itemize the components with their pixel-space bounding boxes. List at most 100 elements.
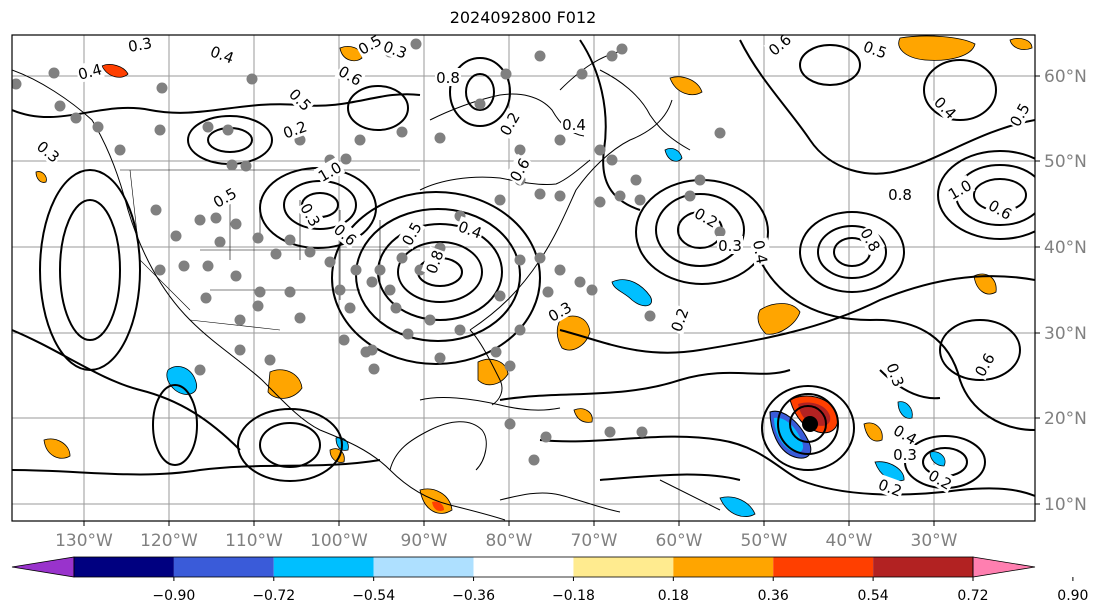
station-dot bbox=[240, 160, 252, 172]
station-dot bbox=[514, 324, 526, 336]
station-dot bbox=[534, 188, 546, 200]
colorbar-tick-label: 0.36 bbox=[758, 588, 789, 604]
station-dot bbox=[424, 314, 436, 326]
warm-anomaly-patch bbox=[1009, 38, 1033, 50]
station-dot bbox=[284, 234, 296, 246]
station-dot bbox=[360, 346, 372, 358]
cold-anomaly-patch bbox=[897, 401, 913, 419]
lon-tick-label: 30°W bbox=[911, 531, 958, 551]
station-dot bbox=[514, 254, 526, 266]
cold-anomaly-patch bbox=[719, 496, 756, 517]
lat-tick-label: 10°N bbox=[1044, 495, 1087, 515]
colorbar-tick-label: 0.54 bbox=[858, 588, 889, 604]
lat-tick-label: 20°N bbox=[1044, 409, 1087, 429]
colorbar-outline bbox=[73, 556, 974, 578]
contour-label: 0.8 bbox=[887, 185, 913, 204]
station-dot bbox=[434, 132, 446, 144]
contour-label: 0.8 bbox=[435, 68, 461, 87]
station-dot bbox=[714, 226, 726, 238]
colorbar-segment bbox=[173, 557, 274, 577]
colorbar-segment bbox=[573, 557, 674, 577]
station-dot bbox=[528, 454, 540, 466]
station-dot bbox=[604, 426, 616, 438]
lon-tick-label: 50°W bbox=[741, 531, 788, 551]
station-dot bbox=[474, 98, 486, 110]
contour-label: 0.4 bbox=[749, 237, 773, 267]
station-dot bbox=[234, 314, 246, 326]
warm-anomaly-patch bbox=[898, 35, 976, 61]
station-dot bbox=[384, 284, 396, 296]
station-dot bbox=[594, 144, 606, 156]
colorbar-tick-label: −0.18 bbox=[552, 588, 595, 604]
warm-anomaly-patch bbox=[339, 46, 363, 62]
colorbar-segment bbox=[673, 557, 774, 577]
station-dot bbox=[252, 300, 264, 312]
station-dot bbox=[396, 126, 408, 138]
station-dot bbox=[630, 174, 642, 186]
station-dot bbox=[230, 218, 242, 230]
warm-anomaly-patch bbox=[573, 408, 593, 423]
colorbar-segment bbox=[273, 557, 374, 577]
shaded-anomalies bbox=[35, 35, 1033, 517]
lon-tick-label: 100°W bbox=[310, 531, 368, 551]
station-dot bbox=[540, 431, 552, 443]
lat-tick-label: 40°N bbox=[1044, 238, 1087, 258]
svg-text:0.8: 0.8 bbox=[436, 69, 460, 87]
contour-label: 0.3 bbox=[717, 236, 743, 255]
station-dot bbox=[230, 270, 242, 282]
lon-tick-label: 130°W bbox=[55, 531, 113, 551]
map-frame bbox=[11, 34, 1036, 522]
station-dot bbox=[210, 212, 222, 224]
warm-anomaly-patch bbox=[35, 171, 47, 183]
station-dot bbox=[576, 68, 588, 80]
station-dot bbox=[344, 302, 356, 314]
warm-anomaly-patch bbox=[973, 273, 997, 295]
warm-anomaly-patch bbox=[432, 501, 444, 512]
colorbar-segment bbox=[473, 557, 574, 577]
station-dot bbox=[324, 256, 336, 268]
contour-label: 0.3 bbox=[892, 445, 918, 464]
svg-text:0.3: 0.3 bbox=[718, 237, 742, 255]
station-dot bbox=[694, 174, 706, 186]
station-dot bbox=[294, 312, 306, 324]
station-dot bbox=[684, 190, 696, 202]
station-dot bbox=[614, 190, 626, 202]
station-dot bbox=[340, 153, 352, 165]
station-dot bbox=[12, 78, 22, 90]
svg-text:0.3: 0.3 bbox=[893, 446, 917, 464]
lat-tick-label: 50°N bbox=[1044, 152, 1087, 172]
station-dot bbox=[334, 284, 346, 296]
warm-anomaly-patch bbox=[669, 76, 703, 95]
colorbar-tick-label: 0.72 bbox=[957, 588, 988, 604]
lon-tick-label: 110°W bbox=[225, 531, 283, 551]
colorbar-tick-label: −0.90 bbox=[152, 588, 195, 604]
station-dot bbox=[390, 302, 402, 314]
cold-anomaly-patch bbox=[929, 451, 946, 467]
station-dot bbox=[534, 252, 546, 264]
svg-text:0.8: 0.8 bbox=[888, 186, 912, 204]
station-dot bbox=[434, 352, 446, 364]
station-dot bbox=[374, 264, 386, 276]
colorbar-tick-label: 0.18 bbox=[658, 588, 689, 604]
svg-text:0.4: 0.4 bbox=[562, 116, 586, 134]
contour-label: 0.2 bbox=[666, 304, 693, 335]
station-dot bbox=[636, 426, 648, 438]
station-dot bbox=[202, 260, 214, 272]
svg-text:0.4: 0.4 bbox=[749, 239, 771, 266]
station-dot bbox=[616, 43, 628, 55]
lon-tick-label: 80°W bbox=[486, 531, 533, 551]
station-dot bbox=[368, 363, 380, 375]
map-title: 2024092800 F012 bbox=[449, 8, 597, 27]
station-dot bbox=[494, 290, 506, 302]
station-dot bbox=[514, 144, 526, 156]
station-dot bbox=[150, 204, 162, 216]
station-dot bbox=[270, 248, 282, 260]
lon-tick-label: 60°W bbox=[656, 531, 703, 551]
station-dot bbox=[92, 121, 104, 133]
colorbar-segment bbox=[773, 557, 874, 577]
station-dot bbox=[284, 286, 296, 298]
station-dot bbox=[214, 236, 226, 248]
contour-label: 0.4 bbox=[74, 58, 105, 84]
station-dot bbox=[410, 38, 422, 50]
